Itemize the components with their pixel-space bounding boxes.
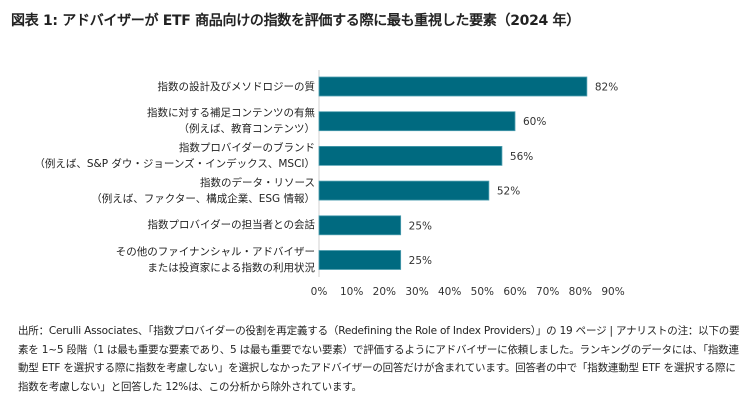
x-tick-label: 70% xyxy=(536,286,559,298)
category-label-line: （例えば、ファクター、構成企業、ESG 情報） xyxy=(91,192,315,205)
category-label: 指数に対する補足コンテンツの有無 （例えば、教育コンテンツ） xyxy=(147,105,315,137)
category-label: 指数プロバイダーのブランド （例えば、S&P ダウ・ジョーンズ・インデックス、MS… xyxy=(34,140,315,172)
bar xyxy=(318,76,588,97)
category-label-line: 指数に対する補足コンテンツの有無 xyxy=(147,107,315,120)
category-label: 指数のデータ・リソース （例えば、ファクター、構成企業、ESG 情報） xyxy=(91,175,315,207)
category-label-line: 指数プロバイダーのブランド xyxy=(178,141,315,154)
footnote: 出所：Cerulli Associates、「指数プロバイダーの役割を再定義する… xyxy=(18,325,740,393)
x-tick-label: 80% xyxy=(569,286,592,298)
category-label: 指数の設計及びメソドロジーの質 xyxy=(158,79,316,95)
x-tick-label: 40% xyxy=(438,286,461,298)
bar-chart: 82% 60% 56% 52% 25% 25% 0% 10% 20% 30% 40% 50% 60% 70… xyxy=(311,70,625,298)
x-tick-label: 90% xyxy=(601,286,624,298)
x-tick-label: 60% xyxy=(503,286,526,298)
category-label-line: （例えば、S&P ダウ・ジョーンズ・インデックス、MSCI） xyxy=(34,157,315,170)
x-tick-label: 0% xyxy=(311,286,328,298)
category-label-line: または投資家による指数の利用状況 xyxy=(147,262,315,274)
data-label: 25% xyxy=(409,220,432,232)
data-label: 82% xyxy=(595,82,618,94)
data-label: 25% xyxy=(409,255,432,267)
x-tick-label: 30% xyxy=(405,286,428,298)
bar xyxy=(318,180,490,201)
category-label-line: 指数の設計及びメソドロジーの質 xyxy=(157,80,316,93)
chart-title: 図表 1: アドバイザーが ETF 商品向けの指数を評価する際に最も重視した要素… xyxy=(11,13,580,29)
category-label-line: （例えば、教育コンテンツ） xyxy=(178,123,316,136)
category-label-line: 指数プロバイダーの担当者との会話 xyxy=(147,219,315,232)
data-label: 52% xyxy=(497,186,520,198)
x-tick-label: 50% xyxy=(471,286,494,298)
x-tick-label: 20% xyxy=(373,286,396,298)
category-label: その他のファイナンシャル・アドバイザーまたは投資家による指数の利用状況 xyxy=(116,244,315,276)
data-label: 56% xyxy=(510,151,533,163)
category-label: 指数プロバイダーの担当者との会話 xyxy=(148,217,315,233)
x-tick-label: 10% xyxy=(340,286,363,298)
bar xyxy=(318,215,402,236)
category-label-line: その他のファイナンシャル・アドバイザー xyxy=(115,246,315,258)
bar xyxy=(318,145,503,166)
category-label-line: 指数のデータ・リソース xyxy=(200,176,315,189)
bar xyxy=(318,111,516,132)
data-label: 60% xyxy=(523,116,546,128)
bar xyxy=(318,250,402,270)
